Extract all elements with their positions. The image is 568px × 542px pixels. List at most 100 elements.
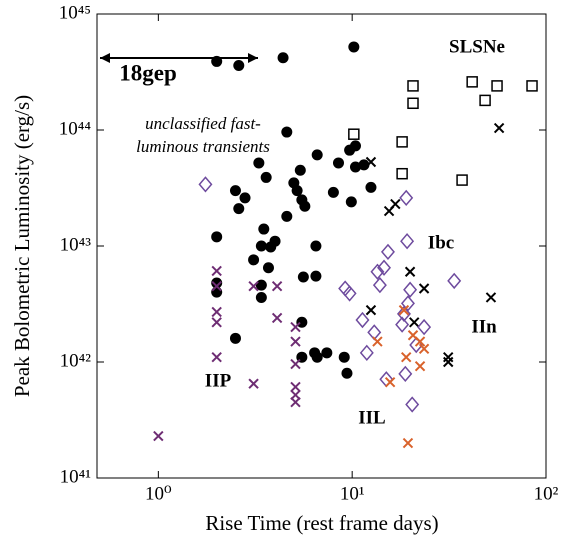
point [390, 198, 401, 210]
point [229, 332, 241, 344]
y-axis-label: Peak Bolometric Luminosity (erg/s) [10, 95, 34, 397]
point [443, 356, 454, 368]
point [377, 259, 392, 276]
point [277, 52, 289, 64]
y-tick-label: 10⁴³ [60, 234, 92, 255]
point [359, 344, 374, 361]
point [418, 283, 430, 294]
point [211, 351, 222, 363]
point [211, 265, 222, 277]
x-tick-label: 10¹ [340, 483, 365, 504]
point [296, 316, 308, 328]
point [248, 378, 259, 389]
point [400, 351, 412, 363]
point [233, 203, 245, 215]
point [211, 306, 222, 318]
point [260, 171, 272, 183]
point [248, 281, 259, 292]
point [253, 157, 265, 169]
y-tick-label: 10⁴⁴ [59, 118, 92, 139]
point [348, 41, 360, 53]
point [311, 351, 323, 363]
point [491, 80, 503, 92]
point [526, 80, 538, 92]
point [404, 266, 416, 277]
point [290, 321, 301, 333]
point [327, 186, 339, 198]
point [349, 161, 361, 173]
x-tick-label: 10⁰ [145, 483, 172, 504]
point [407, 80, 419, 92]
y-tick-label: 10⁴² [60, 350, 92, 371]
point [290, 358, 301, 370]
y-tick-label: 10⁴¹ [60, 466, 92, 487]
point [396, 136, 408, 148]
point [332, 157, 344, 169]
point [341, 367, 353, 379]
point [372, 336, 383, 347]
annotation: unclassified fast- [145, 114, 261, 133]
point [290, 381, 301, 393]
point [485, 292, 497, 303]
point [479, 94, 491, 107]
series-label: Ibc [428, 232, 454, 253]
point [396, 167, 408, 180]
series-label: IIP [205, 370, 232, 391]
point [211, 231, 223, 243]
point [348, 128, 360, 140]
point [291, 185, 303, 197]
point [153, 430, 164, 442]
point [400, 233, 415, 250]
point [409, 317, 420, 328]
point [380, 243, 395, 261]
point [447, 272, 462, 290]
series-label: SLSNe [449, 36, 505, 57]
point [233, 59, 245, 71]
point [399, 189, 414, 207]
point [299, 200, 311, 212]
point [384, 376, 396, 388]
point [262, 262, 274, 274]
point [345, 196, 357, 208]
point [395, 316, 410, 333]
point [290, 336, 301, 347]
point [248, 254, 260, 266]
point [265, 241, 277, 253]
point [414, 360, 426, 372]
point [321, 347, 333, 359]
point [414, 336, 426, 347]
point [403, 281, 418, 298]
point [297, 271, 309, 283]
point [372, 276, 387, 294]
point [405, 396, 420, 413]
point [493, 122, 505, 134]
point [311, 149, 323, 161]
point [398, 304, 410, 316]
point [211, 286, 223, 298]
point [338, 280, 353, 297]
point [342, 285, 357, 302]
point [255, 291, 267, 303]
point [310, 270, 322, 282]
point [281, 210, 293, 222]
point [281, 126, 293, 138]
point [407, 97, 419, 110]
series-label: IIn [471, 316, 497, 337]
series-label: IIL [358, 407, 385, 428]
point [417, 318, 432, 336]
point [258, 223, 270, 235]
y-tick-label: 10⁴⁵ [59, 2, 91, 23]
point [290, 397, 301, 408]
point [398, 365, 413, 383]
annotation: luminous transients [136, 137, 270, 156]
point [338, 351, 350, 363]
point [365, 304, 377, 316]
point [365, 181, 377, 193]
point [402, 437, 414, 449]
x-axis-label: Rise Time (rest frame days) [205, 511, 438, 535]
point [358, 159, 370, 171]
point [211, 277, 223, 289]
point [211, 281, 222, 292]
point [370, 263, 385, 280]
